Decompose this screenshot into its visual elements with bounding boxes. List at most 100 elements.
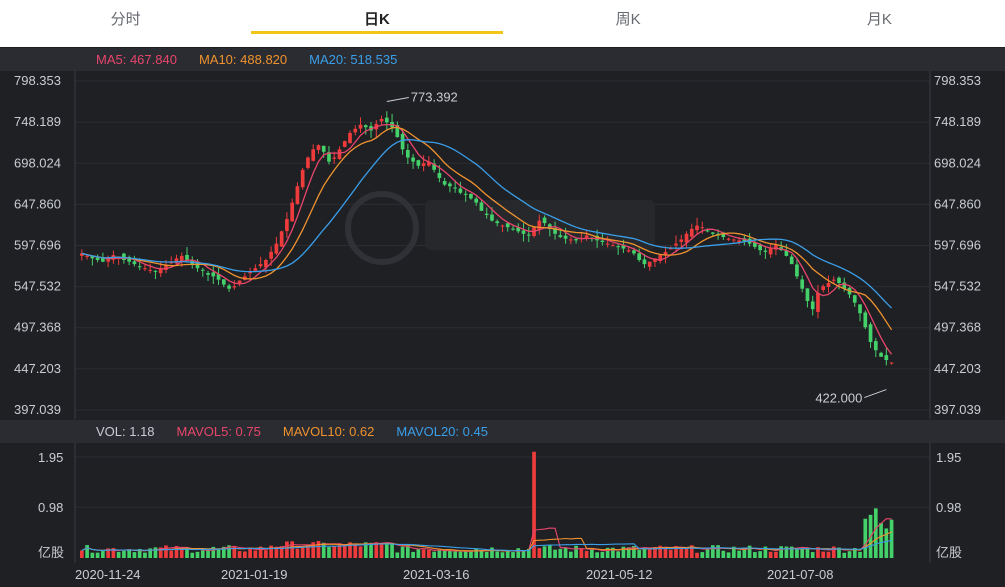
mavol5-label: MAVOL5: 0.75 (176, 424, 261, 439)
volume-bar (732, 546, 736, 558)
candle-body (721, 232, 726, 238)
volume-bar (758, 551, 762, 558)
candle-body (179, 255, 184, 262)
volume-bar (831, 546, 836, 558)
period-tabs: 分时 日K 周K 月K (0, 0, 1005, 37)
price-tick-left: 748.189 (14, 114, 61, 129)
volume-bar (668, 549, 673, 558)
candle-body (427, 161, 431, 166)
volume-bar (153, 547, 158, 558)
volume-bar (274, 546, 279, 558)
volume-bar (200, 550, 205, 558)
volume-bar (532, 451, 536, 558)
candle-body (858, 304, 862, 314)
candle-body (553, 228, 557, 234)
tab-intraday[interactable]: 分时 (110, 11, 141, 28)
volume-bar (826, 551, 831, 558)
price-tick-right: 647.860 (934, 196, 981, 211)
volume-bar (158, 547, 163, 558)
candle-body (306, 157, 310, 168)
price-tick-right: 597.696 (934, 238, 981, 253)
tabs-divider (0, 37, 1005, 47)
candle-body (695, 225, 699, 231)
mavol20-line (81, 539, 892, 552)
candle-body (837, 277, 841, 283)
volume-bar (800, 548, 805, 558)
volume-bar (127, 549, 132, 558)
candle-body (784, 250, 789, 256)
volume-bar (190, 552, 195, 558)
candle-body (611, 245, 615, 247)
candle-body (558, 235, 563, 238)
ma10-label: MA10: 488.820 (198, 52, 288, 67)
candle-body (505, 223, 510, 228)
candle-body (584, 235, 589, 238)
candle-body (137, 266, 142, 268)
volume-bar (216, 548, 221, 558)
volume-bar (211, 546, 216, 558)
min-price-label: 422.000 (815, 391, 862, 406)
volume-bar (474, 549, 479, 558)
price-tick-right: 698.024 (934, 155, 981, 170)
candle-body (421, 163, 426, 166)
candle-body (143, 268, 147, 270)
volume-bar (684, 547, 689, 558)
volume-bar (584, 550, 589, 558)
candle-body (232, 286, 237, 288)
candle-body (852, 295, 857, 303)
candle-body (500, 225, 505, 227)
volume-bar (889, 519, 894, 558)
volume-bar (264, 550, 268, 558)
volume-bar (495, 551, 500, 558)
candle-body (432, 163, 436, 170)
volume-bar (116, 551, 121, 558)
tab-weekly-k[interactable]: 周K (615, 11, 641, 28)
volume-bar (705, 547, 710, 558)
volume-bar (406, 545, 410, 558)
candle-body (511, 228, 515, 230)
volume-bar (753, 552, 757, 558)
price-tick-left: 447.203 (14, 361, 61, 376)
candle-body (474, 198, 479, 203)
volume-bar (111, 548, 116, 558)
volume-bar (505, 551, 510, 558)
moving-average-lines (81, 123, 893, 355)
volume-bar (321, 542, 326, 558)
candle-body (353, 128, 358, 133)
date-tick: 2021-03-16 (403, 567, 470, 582)
volume-bar (821, 551, 826, 558)
volume-bar (85, 545, 89, 558)
volume-bar (590, 549, 594, 558)
price-tick-left: 798.353 (14, 73, 61, 88)
max-price-label: 773.392 (411, 89, 458, 104)
candle-body (826, 282, 831, 287)
volume-bar (847, 551, 852, 558)
volume-bar (484, 552, 489, 558)
candle-body (279, 231, 284, 247)
mavol10-label: MAVOL10: 0.62 (282, 424, 375, 439)
candle-body (521, 230, 526, 234)
candle-body (710, 232, 715, 234)
volume-bar (295, 548, 300, 558)
volume-bar (400, 546, 405, 558)
price-tick-left: 698.024 (14, 155, 61, 170)
volume-bar (600, 551, 605, 558)
candle-body (285, 219, 289, 232)
volume-bar (632, 546, 636, 558)
volume-bar (547, 545, 552, 558)
volume-bar (101, 551, 105, 558)
volume-bar (411, 551, 415, 558)
candle-body (164, 264, 168, 270)
candle-body (679, 239, 684, 242)
volume-tick-right: 1.95 (936, 450, 961, 465)
candle-body (379, 119, 384, 122)
candle-body (227, 285, 231, 289)
tab-daily-k[interactable]: 日K (251, 0, 503, 37)
candle-body (363, 125, 368, 128)
candle-body (216, 274, 221, 280)
tab-monthly-k[interactable]: 月K (866, 11, 892, 28)
candle-body (821, 286, 826, 290)
volume-bar (395, 552, 400, 558)
candle-body (600, 240, 605, 242)
